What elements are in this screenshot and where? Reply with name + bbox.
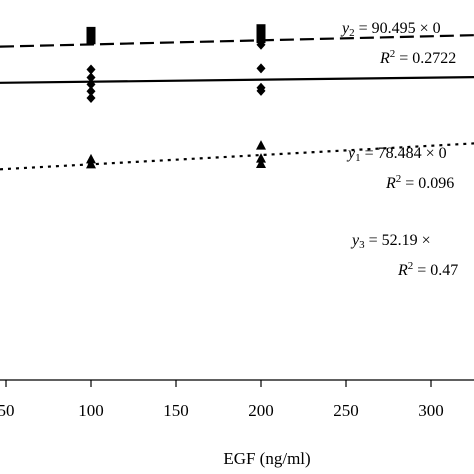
r2-y1-exp: 2 [395, 173, 402, 185]
eq-y2-text: = 90.495 × 0 [354, 20, 441, 37]
data-point-square [86, 26, 96, 36]
equation-y2: y2 = 90.495 × 0 [342, 20, 441, 39]
data-point-diamond [86, 64, 96, 75]
eq-y1-var: y [348, 145, 356, 162]
data-point-diamond [86, 93, 96, 104]
data-point-triangle [86, 153, 96, 164]
r2-y2: R2 = 0.2722 [380, 48, 456, 68]
data-points [86, 24, 266, 169]
data-point-diamond [86, 86, 96, 97]
r2-y1-var: R [386, 175, 396, 192]
eq-y2-var: y [342, 20, 350, 37]
r2-y2-text: = 0.2722 [395, 50, 457, 67]
x-tick-label: 200 [248, 401, 274, 420]
data-point-triangle [256, 140, 266, 150]
x-tick-label: 100 [78, 401, 104, 420]
r2-y3: R2 = 0.47 [398, 260, 458, 280]
data-point-diamond [86, 72, 96, 83]
x-tick-label: 150 [163, 401, 189, 420]
eq-y3-sub: 3 [359, 239, 365, 251]
data-point-diamond [256, 39, 266, 50]
eq-y2-sub: 2 [349, 27, 355, 39]
data-point-triangle [256, 153, 266, 163]
r2-y3-exp: 2 [407, 260, 414, 272]
r2-y3-var: R [398, 262, 408, 279]
x-tick-label: 250 [333, 401, 359, 420]
x-axis-ticks: 50 100 150 200 250 300 [0, 380, 444, 420]
eq-y1-sub: 1 [355, 152, 361, 164]
data-point-diamond [256, 85, 266, 96]
x-tick-label: 50 [0, 401, 15, 420]
eq-y3-var: y [352, 232, 360, 249]
data-point-square [86, 35, 96, 45]
data-point-triangle [256, 158, 266, 168]
trend-line-y1 [0, 76, 474, 84]
r2-y1-text: = 0.096 [401, 175, 455, 192]
data-point-triangle [86, 158, 96, 169]
x-axis-label: EGF (ng/ml) [223, 449, 310, 468]
data-point-square [256, 34, 266, 44]
r2-y2-var: R [380, 50, 390, 67]
trend-lines [0, 34, 474, 171]
data-point-diamond [86, 79, 96, 90]
r2-y2-exp: 2 [389, 48, 396, 60]
eq-y3-text: = 52.19 × [364, 232, 431, 249]
equation-y3: y3 = 52.19 × [352, 232, 431, 251]
data-point-diamond [256, 63, 266, 74]
r2-y3-text: = 0.47 [413, 262, 459, 279]
x-tick-label: 300 [418, 401, 444, 420]
r2-y1: R2 = 0.096 [386, 173, 454, 193]
equation-y1: y1 = 78.484 × 0 [348, 145, 447, 164]
eq-y1-text: = 78.484 × 0 [360, 145, 447, 162]
